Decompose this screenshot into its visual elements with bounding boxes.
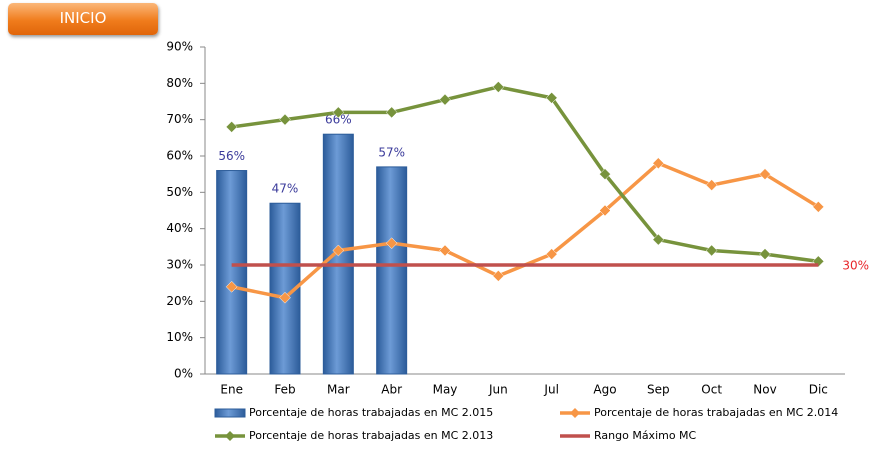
line xyxy=(231,85,819,264)
legend-marker xyxy=(570,408,580,418)
marker xyxy=(759,168,771,181)
marker xyxy=(599,204,611,217)
marker xyxy=(385,237,398,250)
x-tick-label: Dic xyxy=(809,383,828,397)
y-tick-label: 10% xyxy=(166,330,193,344)
legend-label: Porcentaje de horas trabajadas en MC 2.0… xyxy=(249,406,493,419)
y-tick-label: 50% xyxy=(166,185,193,199)
data-label: 66% xyxy=(325,113,352,127)
marker xyxy=(279,113,291,126)
x-tick-label: Oct xyxy=(701,383,722,397)
legend-marker xyxy=(225,431,235,441)
marker xyxy=(545,248,558,260)
marker xyxy=(812,255,825,268)
legend-label: Porcentaje de horas trabajadas en MC 2.0… xyxy=(594,406,838,419)
marker xyxy=(279,291,291,304)
bar xyxy=(376,166,408,375)
y-tick-label: 0% xyxy=(174,367,193,381)
x-tick-label: Jul xyxy=(543,383,558,397)
x-tick-label: Abr xyxy=(381,383,402,397)
marker xyxy=(439,244,451,257)
inicio-button[interactable]: INICIO xyxy=(8,3,158,35)
bar xyxy=(216,170,248,375)
x-tick-label: Mar xyxy=(327,383,350,397)
marker xyxy=(225,280,238,293)
x-tick-label: May xyxy=(433,383,458,397)
marker xyxy=(439,93,451,106)
marker xyxy=(492,81,505,93)
marker xyxy=(385,106,398,119)
x-tick-label: Ago xyxy=(593,383,616,397)
marker xyxy=(332,106,345,119)
marker xyxy=(705,244,718,257)
x-tick-label: Feb xyxy=(274,383,295,397)
y-tick-label: 70% xyxy=(166,112,193,126)
x-tick-label: Nov xyxy=(753,383,776,397)
marker xyxy=(225,121,238,133)
y-tick-label: 20% xyxy=(166,294,193,308)
marker xyxy=(652,157,665,170)
y-tick-label: 60% xyxy=(166,149,193,163)
legend-label: Rango Máximo MC xyxy=(594,429,697,442)
data-label: 56% xyxy=(218,149,245,163)
marker xyxy=(545,92,558,104)
data-label: 47% xyxy=(272,182,299,196)
y-tick-label: 90% xyxy=(166,40,193,54)
marker xyxy=(812,201,825,213)
marker xyxy=(705,179,718,191)
marker xyxy=(492,270,505,282)
legend-label: Porcentaje de horas trabajadas en MC 2.0… xyxy=(249,429,493,442)
marker xyxy=(332,244,345,257)
data-label: 57% xyxy=(378,145,405,159)
data-label: 30% xyxy=(842,259,869,273)
marker xyxy=(599,168,611,181)
marker xyxy=(652,233,665,246)
y-tick-label: 40% xyxy=(166,221,193,235)
line xyxy=(231,161,820,300)
x-tick-label: Sep xyxy=(647,383,670,397)
legend-swatch xyxy=(214,408,246,418)
y-tick-label: 30% xyxy=(166,258,193,272)
y-tick-label: 80% xyxy=(166,76,193,90)
x-tick-label: Ene xyxy=(220,383,243,397)
marker xyxy=(759,248,771,260)
x-tick-label: Jun xyxy=(488,383,508,397)
